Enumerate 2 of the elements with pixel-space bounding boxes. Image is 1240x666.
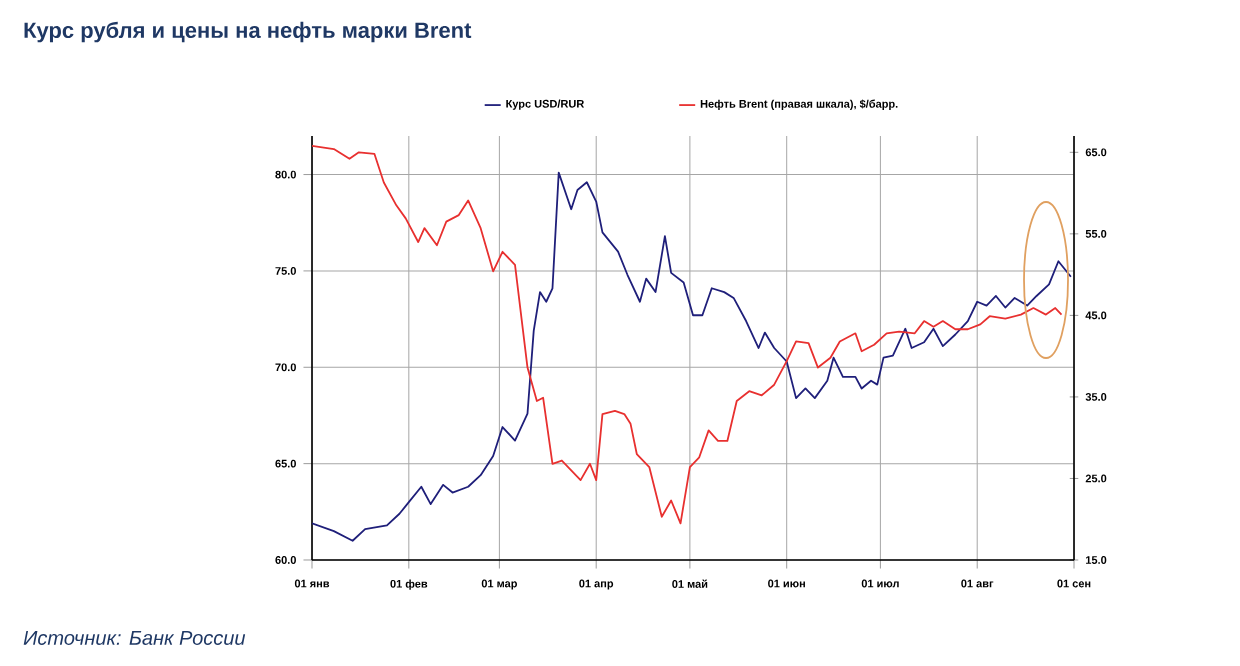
text: Источник: Банк России — [23, 631, 246, 645]
chart-title: Курс рубля и цены на нефть марки Brent — [24, 21, 472, 43]
